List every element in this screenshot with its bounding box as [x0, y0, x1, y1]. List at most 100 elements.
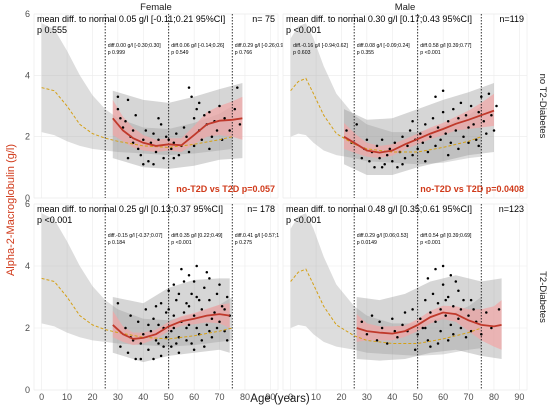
- data-point: [215, 129, 219, 132]
- data-point: [131, 129, 135, 132]
- data-point: [485, 132, 488, 135]
- data-point: [170, 329, 173, 333]
- data-point: [403, 156, 407, 160]
- data-point: [180, 267, 183, 271]
- fit-confidence-band: [112, 303, 230, 346]
- data-point: [457, 147, 460, 151]
- data-point: [434, 144, 437, 148]
- segment-p-text: p 0.603: [293, 50, 310, 56]
- data-point: [429, 135, 432, 138]
- data-point: [164, 311, 168, 314]
- data-point: [459, 101, 463, 105]
- data-point: [477, 110, 480, 114]
- data-point: [149, 329, 153, 333]
- data-point: [192, 117, 196, 120]
- data-point: [126, 351, 130, 355]
- data-point: [187, 274, 191, 277]
- data-point: [408, 129, 412, 132]
- data-point: [210, 317, 214, 320]
- data-point: [411, 120, 414, 123]
- data-point: [452, 107, 455, 111]
- data-point: [172, 141, 176, 145]
- panels: mean diff. to normal 0.05 g/l [-0.11;0.2…: [33, 13, 528, 391]
- x-tick-label: 10: [62, 392, 72, 402]
- data-point: [233, 107, 237, 111]
- data-point: [467, 314, 470, 317]
- data-point: [149, 141, 153, 145]
- column-strip-male: Male: [395, 2, 416, 13]
- data-point: [185, 301, 188, 305]
- data-point: [134, 357, 137, 361]
- p-value-text: p <0.001: [37, 215, 72, 225]
- data-point: [360, 320, 364, 324]
- data-point: [218, 104, 221, 108]
- data-point: [431, 117, 435, 120]
- segment-p-text: p 0.184: [108, 240, 125, 246]
- data-point: [452, 332, 455, 336]
- data-point: [144, 308, 148, 311]
- data-point: [378, 156, 381, 160]
- data-point: [452, 305, 455, 308]
- data-point: [195, 264, 198, 268]
- n-text: n=119: [499, 14, 524, 24]
- data-point: [396, 336, 399, 339]
- segment-p-text: p 0.999: [108, 50, 125, 56]
- data-point: [459, 308, 463, 311]
- data-point: [200, 138, 204, 141]
- data-point: [411, 308, 414, 311]
- data-point: [200, 308, 204, 311]
- data-point: [434, 267, 437, 271]
- data-point: [482, 120, 486, 123]
- data-point: [380, 166, 384, 169]
- fit-curve: [112, 117, 243, 147]
- data-point: [159, 354, 163, 358]
- segment-diff-text: diff.0.29 g/l [0.06;0.53]: [357, 233, 409, 239]
- data-point: [147, 323, 150, 327]
- data-point: [424, 159, 427, 163]
- data-point: [449, 323, 453, 327]
- data-point: [436, 301, 440, 305]
- segment-p-text: p 0.355: [357, 50, 374, 56]
- panel-background: [282, 203, 528, 391]
- data-point: [454, 129, 458, 132]
- x-tick-label: 0: [39, 392, 44, 402]
- data-point: [355, 123, 358, 126]
- data-point: [396, 166, 399, 169]
- segment-p-text: p 0.549: [171, 50, 188, 56]
- data-point: [208, 329, 211, 333]
- data-point: [457, 117, 460, 120]
- segment-p-text: p 0.766: [235, 50, 252, 56]
- x-tick-label: 60: [438, 392, 448, 402]
- data-point: [373, 166, 376, 169]
- data-point: [380, 326, 384, 330]
- n-text: n=123: [499, 204, 524, 214]
- x-tick-label: 90: [514, 392, 524, 402]
- data-point: [401, 323, 404, 327]
- p-value-text: p <0.001: [286, 215, 321, 225]
- data-point: [424, 298, 427, 302]
- data-point: [190, 292, 193, 296]
- data-point: [426, 339, 430, 342]
- data-point: [159, 123, 163, 126]
- data-point: [370, 314, 374, 317]
- x-tick-label: 70: [215, 392, 225, 402]
- data-point: [429, 345, 432, 348]
- p-value-text: p 0.555: [37, 25, 67, 35]
- data-point: [139, 357, 143, 361]
- data-point: [164, 135, 168, 138]
- data-point: [419, 132, 422, 135]
- data-point: [464, 336, 468, 339]
- data-point: [210, 336, 214, 339]
- data-point: [424, 326, 427, 330]
- data-point: [380, 138, 384, 141]
- data-point: [223, 308, 226, 311]
- data-point: [203, 345, 206, 348]
- data-point: [213, 311, 216, 314]
- data-point: [388, 147, 392, 151]
- data-point: [480, 332, 483, 336]
- grid: [34, 203, 278, 391]
- data-point: [131, 339, 135, 342]
- data-point: [441, 89, 445, 92]
- data-point: [472, 308, 475, 311]
- data-point: [383, 163, 386, 166]
